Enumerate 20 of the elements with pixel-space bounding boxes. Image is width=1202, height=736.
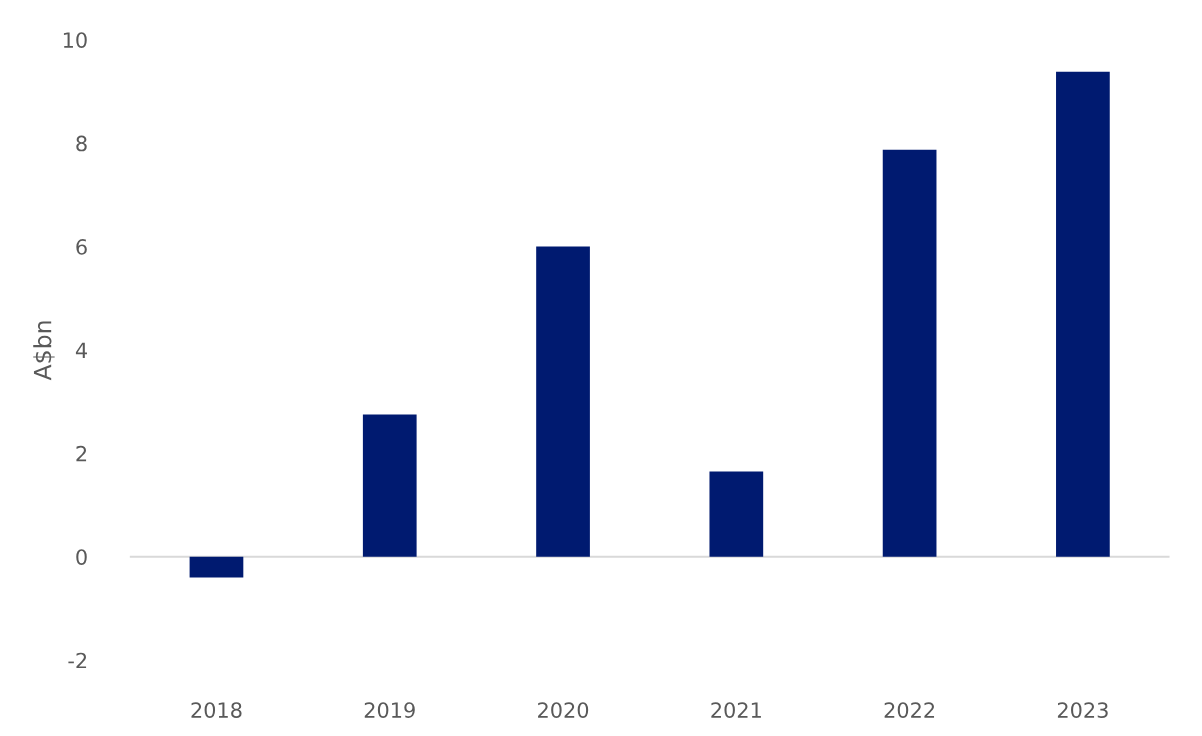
y-axis-title: A$bn — [33, 321, 55, 381]
x-tick-label: 2020 — [538, 702, 589, 718]
y-tick-label: 2 — [76, 445, 87, 462]
x-tick-label: 2021 — [711, 702, 761, 718]
y-tick-label: 0 — [76, 549, 87, 565]
bar — [709, 471, 764, 557]
y-tick-label: 8 — [76, 135, 87, 152]
y-tick-label: 4 — [75, 342, 87, 358]
x-tick-label: 2019 — [364, 702, 415, 718]
bar — [362, 414, 417, 557]
y-tick-label: 6 — [76, 239, 87, 255]
y-tick-label: -2 — [68, 652, 87, 669]
bar — [536, 246, 590, 557]
x-tick-label: 2022 — [884, 702, 935, 718]
bar — [189, 556, 244, 578]
y-tick-label: 10 — [63, 32, 87, 48]
x-tick-label: 2023 — [1057, 702, 1108, 718]
bar — [882, 149, 937, 557]
x-tick-label: 2018 — [191, 702, 242, 718]
bar — [1056, 71, 1110, 557]
